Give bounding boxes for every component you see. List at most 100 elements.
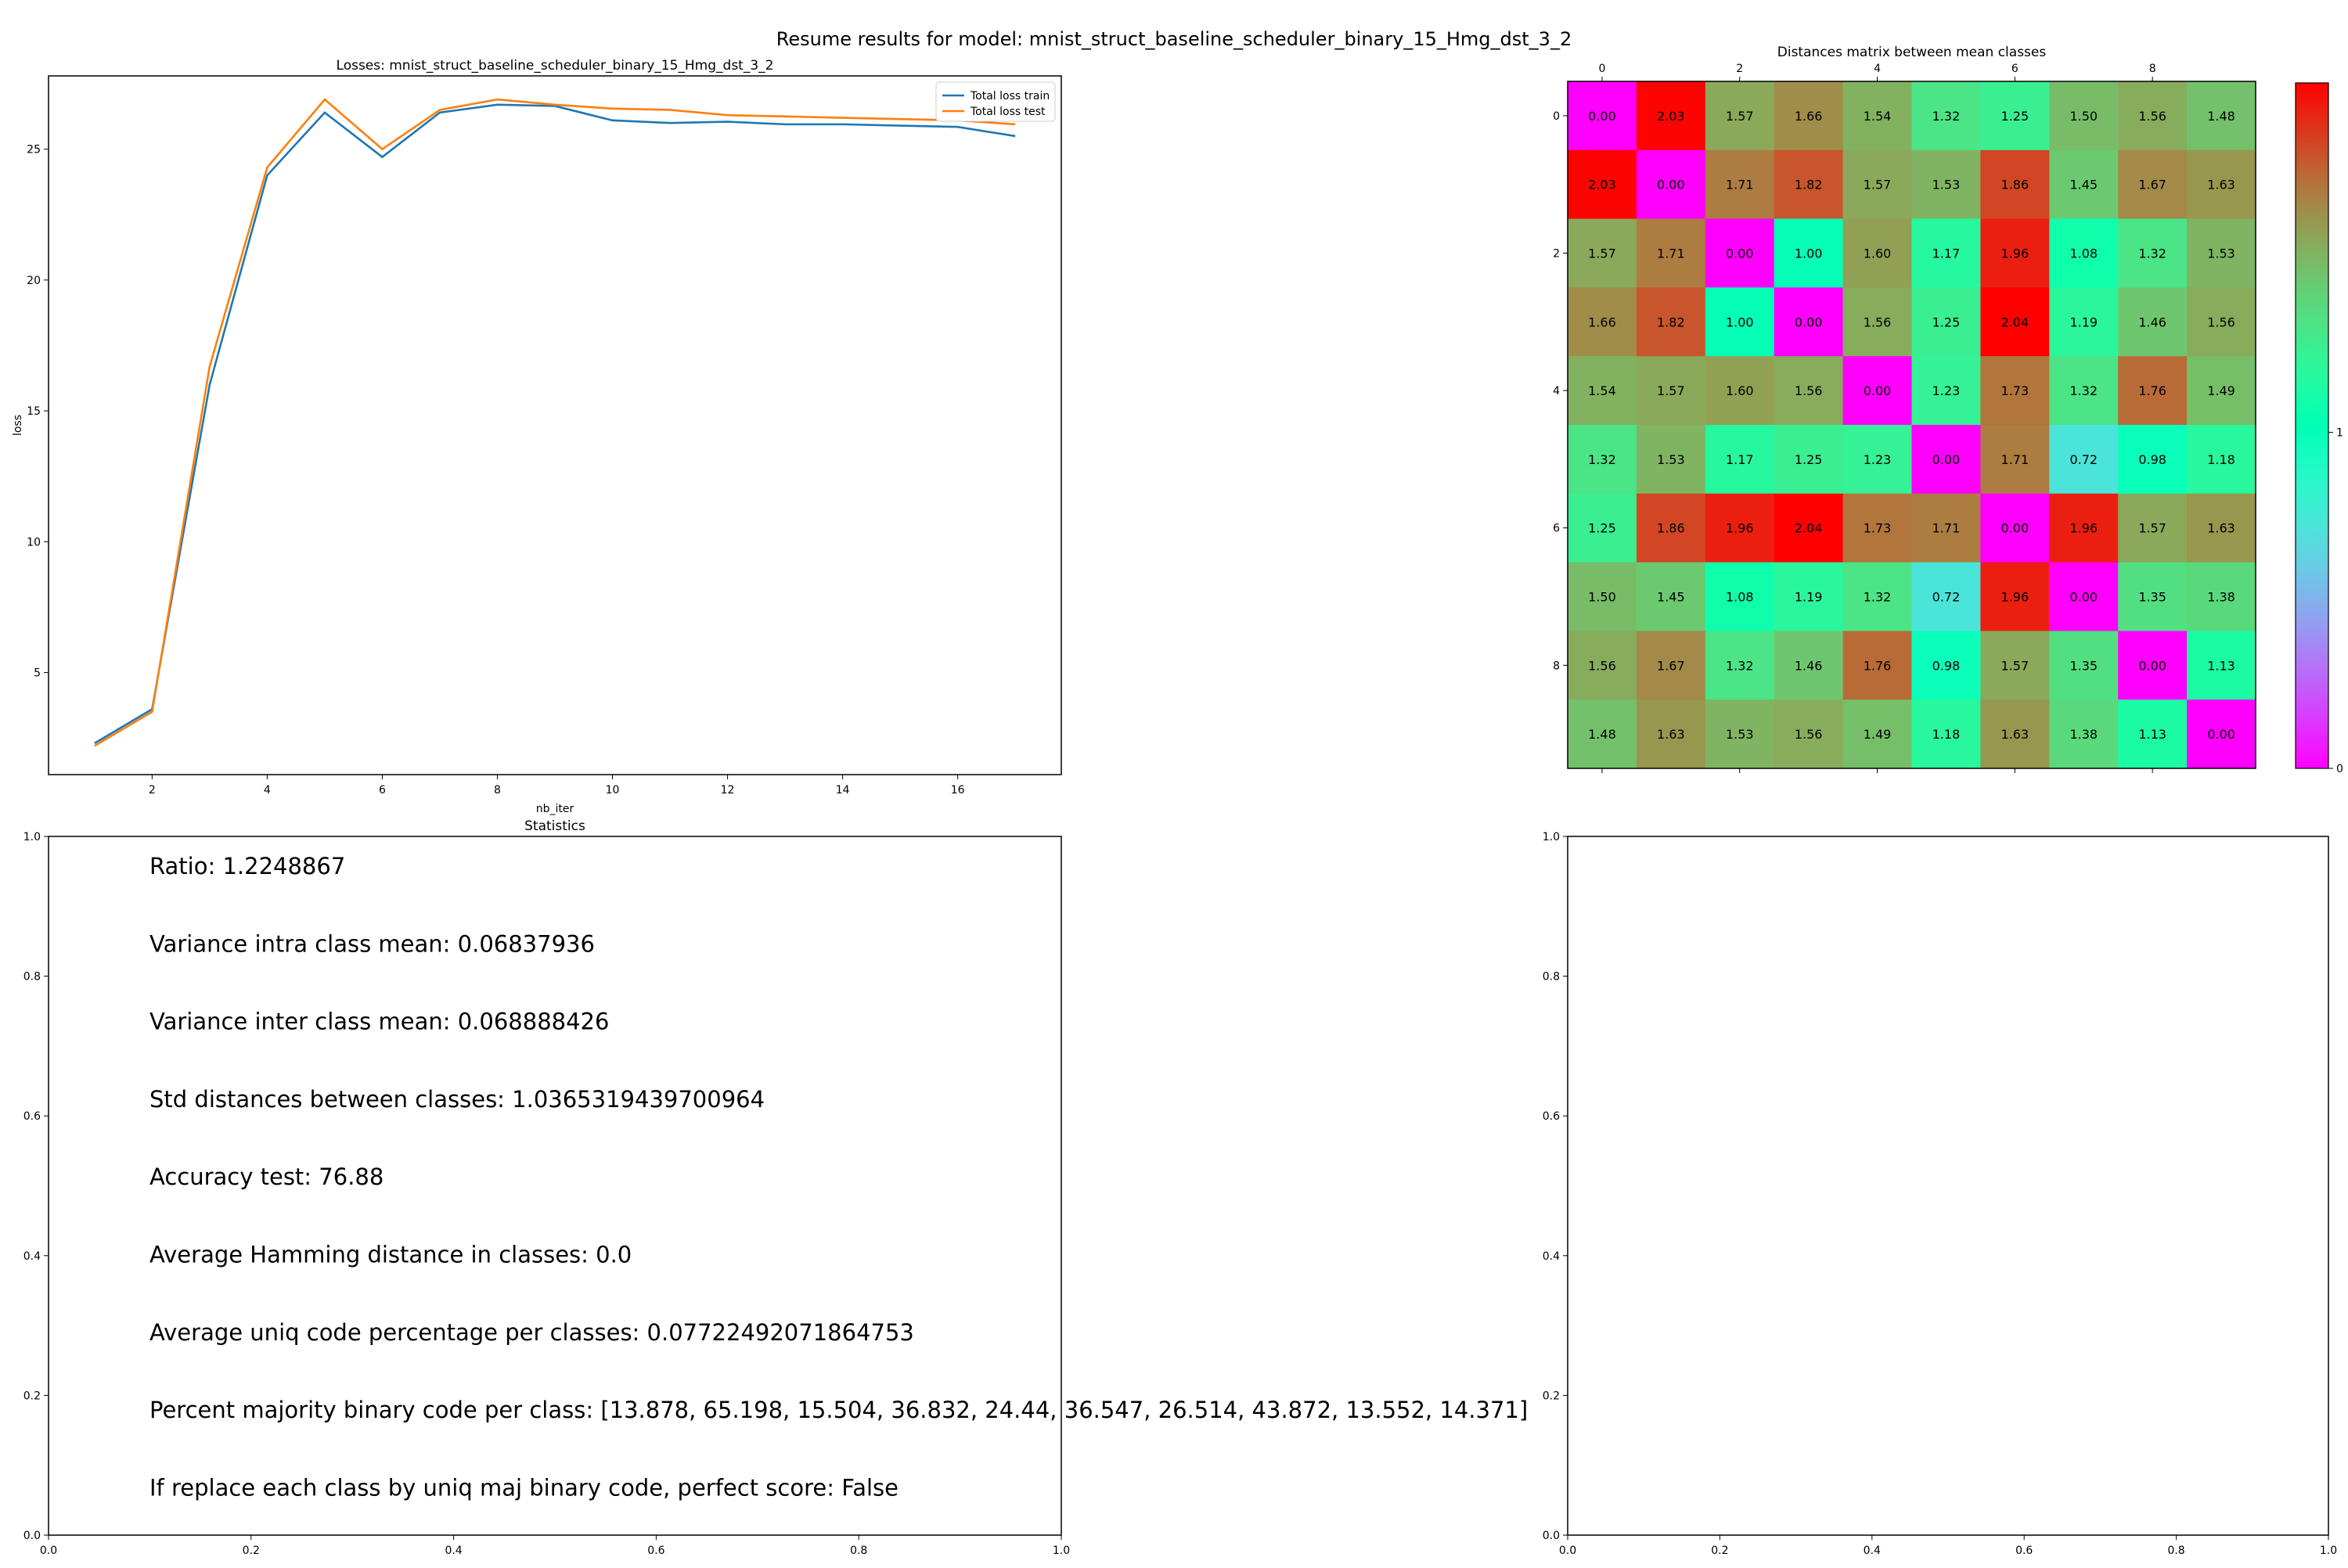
stats-ytick-label: 0.8 — [23, 971, 41, 984]
heatmap-cell-label: 1.38 — [2207, 590, 2235, 605]
heatmap-cell-label: 0.00 — [1864, 383, 1892, 398]
heatmap-cell — [1705, 699, 1775, 769]
heatmap-cell-label: 1.57 — [1864, 178, 1892, 192]
heatmap-cell-label: 1.71 — [1932, 521, 1961, 536]
heatmap-cell — [1636, 425, 1706, 494]
losses-series-line — [94, 98, 1016, 747]
empty-ytick-label: 0.6 — [1543, 1110, 1560, 1123]
heatmap-cell — [2118, 699, 2188, 769]
heatmap-cell-label: 1.32 — [1932, 109, 1961, 124]
stats-xtick-label: 0.0 — [40, 1545, 57, 1557]
heatmap-cell — [2049, 149, 2119, 220]
heatmap-cell-label: 1.82 — [1657, 315, 1685, 329]
heatmap-cell — [2187, 287, 2256, 357]
heatmap-cell — [2049, 699, 2119, 769]
heatmap-cell-label: 1.00 — [1726, 315, 1754, 329]
losses-xtick-label: 12 — [721, 784, 735, 797]
heatmap-frame — [1567, 81, 2256, 769]
heatmap-cell — [1911, 81, 1981, 151]
heatmap-cell-label: 1.45 — [2069, 178, 2098, 192]
heatmap-cell — [2118, 149, 2188, 220]
heatmap-cell — [1980, 287, 2050, 357]
heatmap-cell-label: 0.00 — [2001, 521, 2029, 536]
heatmap-cell-label: 0.00 — [1588, 109, 1616, 124]
empty-ytick-label: 0.8 — [1543, 971, 1560, 984]
heatmap-cell-label: 1.73 — [2001, 383, 2029, 398]
heatmap-cell-label: 1.49 — [2207, 383, 2235, 398]
heatmap-cell-label: 1.19 — [2069, 315, 2098, 329]
heatmap-cell-label: 1.60 — [1864, 246, 1892, 261]
heatmap-ytick-label: 8 — [1553, 660, 1560, 672]
heatmap-cell — [1980, 493, 2050, 563]
losses-plot: Losses: mnist_struct_baseline_scheduler_… — [12, 58, 1062, 815]
heatmap-cell — [1842, 81, 1912, 151]
heatmap-cell — [1911, 356, 1981, 426]
stats-ytick-label: 0.4 — [23, 1250, 41, 1263]
heatmap-cell — [1705, 425, 1775, 494]
heatmap-cell-label: 0.00 — [1726, 246, 1754, 261]
heatmap-cell-label: 1.32 — [1726, 658, 1754, 673]
heatmap-cell — [2118, 356, 2188, 426]
heatmap-cell — [1842, 699, 1912, 769]
heatmap-cell-label: 1.53 — [1657, 452, 1685, 467]
losses-xtick-label: 14 — [836, 784, 850, 797]
heatmap-cell — [1705, 562, 1775, 631]
heatmap-cell-label: 1.71 — [1657, 246, 1685, 261]
stats-ytick-label: 0.0 — [23, 1530, 41, 1542]
heatmap-cell-label: 1.73 — [1864, 521, 1892, 536]
heatmap-cell-label: 1.25 — [2001, 109, 2029, 124]
heatmap-cell-label: 1.71 — [1726, 178, 1754, 192]
heatmap-cell-label: 1.63 — [2207, 178, 2235, 192]
heatmap-cell-label: 1.00 — [1795, 246, 1823, 261]
empty-xtick-label: 0.2 — [1711, 1545, 1728, 1557]
heatmap-cell — [1911, 631, 1981, 700]
stats-ytick-label: 0.6 — [23, 1110, 41, 1123]
heatmap-cell — [2049, 356, 2119, 426]
heatmap-ytick-label: 2 — [1553, 248, 1560, 261]
heatmap-cell-label: 1.38 — [2069, 727, 2098, 742]
heatmap-cell-label: 1.13 — [2138, 727, 2166, 742]
heatmap-cell — [2187, 562, 2256, 631]
stats-line: Average Hamming distance in classes: 0.0 — [149, 1242, 632, 1268]
heatmap-xtick-label: 2 — [1736, 63, 1743, 75]
heatmap-cell — [1980, 81, 2050, 151]
heatmap-cell-label: 1.57 — [2001, 658, 2029, 673]
heatmap-cell-label: 1.56 — [2207, 315, 2235, 329]
losses-xtick-label: 10 — [606, 784, 620, 797]
heatmap-cell-label: 1.67 — [1657, 658, 1685, 673]
heatmap-cell — [1636, 699, 1706, 769]
heatmap-cell — [2049, 562, 2119, 631]
heatmap-cell — [1911, 287, 1981, 357]
stats-line: Percent majority binary code per class: … — [149, 1397, 1528, 1423]
heatmap-cell-label: 1.53 — [1726, 727, 1754, 742]
empty-xtick-label: 0.0 — [1559, 1545, 1576, 1557]
heatmap-cell — [1568, 631, 1637, 700]
heatmap-cell-label: 1.57 — [2138, 521, 2166, 536]
heatmap-cell — [1842, 149, 1912, 220]
heatmap-cell-label: 1.63 — [1657, 727, 1685, 742]
heatmap-cell — [1568, 149, 1637, 220]
losses-xlabel: nb_iter — [536, 803, 574, 815]
heatmap-cell — [1705, 149, 1775, 220]
heatmap-cell — [2118, 81, 2188, 151]
heatmap-title: Distances matrix between mean classes — [1777, 45, 2047, 60]
heatmap-cell — [2049, 287, 2119, 357]
heatmap-cell-label: 1.23 — [1864, 452, 1892, 467]
stats-xtick-label: 1.0 — [1053, 1545, 1070, 1557]
heatmap-cell-label: 1.18 — [1932, 727, 1961, 742]
heatmap-cell-label: 0.00 — [2138, 658, 2166, 673]
heatmap-cell — [2187, 493, 2256, 563]
heatmap-cell-label: 1.76 — [2138, 383, 2166, 398]
heatmap-cell-label: 0.00 — [1657, 178, 1685, 192]
empty-ytick-label: 0.0 — [1543, 1530, 1560, 1542]
heatmap-cell — [1980, 425, 2050, 494]
losses-xtick-label: 8 — [494, 784, 501, 797]
heatmap-cell — [2118, 287, 2188, 357]
colorbar-tick-label: 1 — [2336, 427, 2343, 440]
heatmap-cell — [2118, 218, 2188, 288]
empty-ytick-label: 1.0 — [1543, 831, 1560, 843]
heatmap-cell — [1774, 425, 1844, 494]
losses-series-line — [94, 103, 1016, 744]
heatmap-cell — [2049, 81, 2119, 151]
heatmap-cell — [1636, 218, 1706, 288]
